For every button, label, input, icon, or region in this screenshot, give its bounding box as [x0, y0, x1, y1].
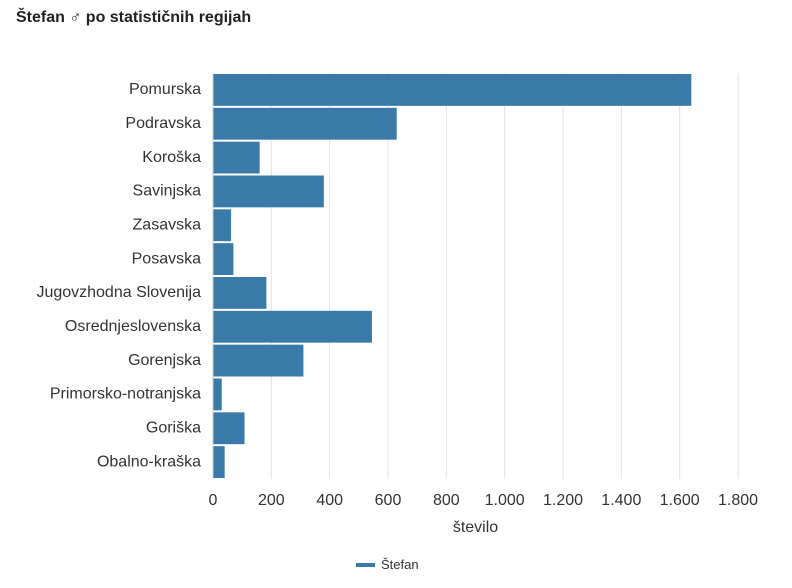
category-label: Koroška — [142, 149, 201, 166]
chart-title: Štefan ♂ po statističnih regijah — [16, 9, 251, 27]
bar-gorenjska[interactable] — [213, 344, 304, 377]
x-tick-label: 1.400 — [601, 492, 641, 509]
bar-primorsko-notranjska[interactable] — [213, 378, 222, 411]
x-tick-label: 1.800 — [718, 492, 758, 509]
x-axis-label: število — [453, 519, 498, 536]
legend-label: Štefan — [381, 557, 419, 572]
bar-pomurska[interactable] — [213, 74, 692, 106]
bar-goriška[interactable] — [213, 412, 245, 445]
category-label: Podravska — [125, 115, 201, 132]
bar-jugovzhodna-slovenija[interactable] — [213, 277, 267, 309]
category-label: Osrednjeslovenska — [65, 318, 201, 335]
x-tick-label: 1.200 — [543, 492, 583, 509]
category-label: Gorenjska — [128, 352, 201, 369]
category-label: Jugovzhodna Slovenija — [36, 284, 201, 301]
chart-title-text: Štefan ♂ po statističnih regijah — [16, 9, 252, 26]
bar-posavska[interactable] — [213, 243, 234, 275]
bar-podravska[interactable] — [213, 107, 397, 140]
legend-swatch — [356, 562, 375, 567]
legend[interactable]: Štefan — [356, 557, 419, 572]
category-label: Pomurska — [129, 81, 201, 98]
x-tick-label: 400 — [316, 492, 343, 509]
bar-savinjska[interactable] — [213, 175, 324, 208]
category-label: Zasavska — [133, 216, 202, 233]
category-label: Savinjska — [133, 183, 202, 200]
category-label: Obalno-kraška — [97, 453, 201, 470]
x-tick-label: 600 — [375, 492, 402, 509]
x-tick-label: 1.600 — [660, 492, 700, 509]
bar-obalno-kraška[interactable] — [213, 446, 225, 478]
category-label: Goriška — [146, 419, 201, 436]
bar-koroška[interactable] — [213, 141, 260, 174]
bar-osrednjeslovenska[interactable] — [213, 310, 372, 343]
x-tick-label: 200 — [258, 492, 285, 509]
x-tick-label: 0 — [209, 492, 218, 509]
bar-zasavska[interactable] — [213, 209, 232, 242]
category-label: Posavska — [132, 250, 201, 267]
x-tick-label: 1.000 — [485, 492, 525, 509]
category-label: Primorsko-notranjska — [50, 386, 201, 403]
x-tick-label: 800 — [433, 492, 460, 509]
